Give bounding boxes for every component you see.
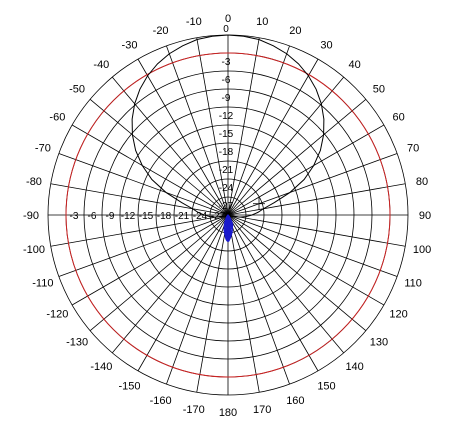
angle-tick-label: 0 [225, 13, 231, 25]
grid-spoke [50, 214, 229, 247]
angle-tick-label: -100 [23, 244, 45, 256]
grid-spoke [227, 214, 290, 385]
angle-tick-label: -50 [69, 83, 85, 95]
radial-tick-label: -3 [222, 57, 231, 68]
angle-tick-label: 10 [256, 16, 268, 28]
marker-group [253, 197, 266, 210]
grid-spoke [137, 214, 229, 372]
grid-spoke [50, 183, 229, 216]
radial-tick-label: -18 [219, 147, 234, 158]
radial-tick-label-left: -27 [211, 211, 226, 222]
radial-tick-label-left: -15 [139, 211, 154, 222]
radial-tick-label: -9 [222, 93, 231, 104]
radial-tick-label: -27 [219, 201, 234, 212]
grid-spoke [227, 98, 367, 216]
radial-tick-label: -15 [219, 129, 234, 140]
grid-spoke [227, 45, 290, 216]
radial-tick-label: -21 [219, 165, 234, 176]
grid-spoke [71, 124, 229, 216]
angle-tick-label: 90 [419, 210, 431, 222]
radial-tick-label-left: -24 [193, 211, 208, 222]
grid-spoke [166, 214, 229, 385]
grid-spoke [227, 214, 398, 277]
grid-spoke [137, 58, 229, 216]
angle-tick-label: 170 [253, 404, 271, 416]
grid-spoke [227, 58, 319, 216]
grid-spoke [227, 214, 406, 247]
grid-spoke [227, 124, 385, 216]
grid-spoke [227, 214, 260, 393]
radial-tick-label: -24 [219, 183, 234, 194]
angle-tick-label: 150 [317, 381, 335, 393]
grid-spoke [227, 76, 345, 216]
grid-spoke [227, 214, 367, 332]
polar-grid [47, 34, 409, 396]
angle-tick-label: -90 [23, 210, 39, 222]
radial-tick-label: 0 [223, 24, 229, 35]
angle-tick-label: -30 [122, 39, 138, 51]
radial-tick-label-left: -6 [88, 211, 97, 222]
angle-tick-label: 180 [219, 407, 237, 419]
back-lobe-outline [223, 214, 234, 243]
grid-spoke [196, 37, 229, 216]
angle-tick-label: -20 [153, 25, 169, 37]
grid-spoke [111, 76, 229, 216]
angle-tick-label: 160 [286, 395, 304, 407]
radial-tick-label-left: -3 [70, 211, 79, 222]
grid-spoke [196, 214, 229, 393]
radial-tick-label-left: -21 [175, 211, 190, 222]
grid-spoke [71, 214, 229, 306]
angle-tick-label: 140 [345, 361, 363, 373]
grid-spoke [58, 153, 229, 216]
grid-spoke [227, 214, 385, 306]
grid-spoke [227, 183, 406, 216]
angle-tick-label: -80 [26, 176, 42, 188]
grid-spoke [227, 153, 398, 216]
grid-spoke [227, 37, 260, 216]
angle-tick-label: -170 [183, 404, 205, 416]
angle-tick-label: 50 [373, 83, 385, 95]
reference-circle-group [65, 52, 391, 378]
angle-tick-label: 40 [349, 59, 361, 71]
angle-tick-label: -110 [32, 277, 53, 289]
grid-spoke [111, 214, 229, 354]
radial-tick-label-left: -12 [121, 211, 136, 222]
angle-tick-label: -60 [49, 112, 65, 124]
grid-spoke [89, 98, 229, 216]
angle-tick-label: 120 [389, 309, 407, 321]
grid-spoke [227, 214, 319, 372]
angle-tick-label: 60 [392, 112, 404, 124]
angle-tick-label: 80 [416, 176, 428, 188]
grid-spoke [227, 214, 345, 354]
radial-tick-label: -12 [219, 111, 234, 122]
radial-tick-label-left: -9 [106, 211, 115, 222]
angle-tick-label: 100 [413, 244, 431, 256]
grid-spoke [166, 45, 229, 216]
angle-tick-label: -70 [35, 143, 51, 155]
radial-tick-label: -6 [222, 75, 231, 86]
angle-tick-label: 110 [404, 277, 422, 289]
angle-tick-label: 20 [289, 25, 301, 37]
lobe-group [223, 214, 234, 243]
angle-tick-label: -120 [46, 309, 68, 321]
angle-tick-label: -40 [93, 59, 109, 71]
angle-tick-label: 130 [370, 337, 388, 349]
grid-spoke [58, 214, 229, 277]
angle-tick-label: 70 [407, 143, 419, 155]
radial-tick-label-left: -18 [157, 211, 172, 222]
tick-label-group: 0 10 20 30 40 50 60 70 80 90 100 110 120 130 140 150 160… [23, 13, 431, 419]
angle-tick-label: 30 [320, 39, 332, 51]
angle-tick-label: -130 [66, 337, 88, 349]
reference-circle [65, 52, 391, 378]
angle-tick-label: -160 [150, 395, 172, 407]
angle-tick-label: -10 [186, 16, 202, 28]
grid-spoke [89, 214, 229, 332]
angle-tick-label: -150 [118, 381, 140, 393]
angle-tick-label: -140 [90, 361, 112, 373]
